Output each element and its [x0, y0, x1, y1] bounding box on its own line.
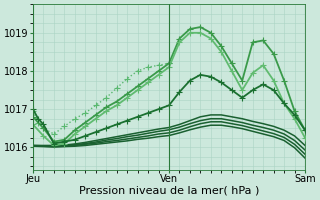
X-axis label: Pression niveau de la mer( hPa ): Pression niveau de la mer( hPa )	[79, 186, 259, 196]
